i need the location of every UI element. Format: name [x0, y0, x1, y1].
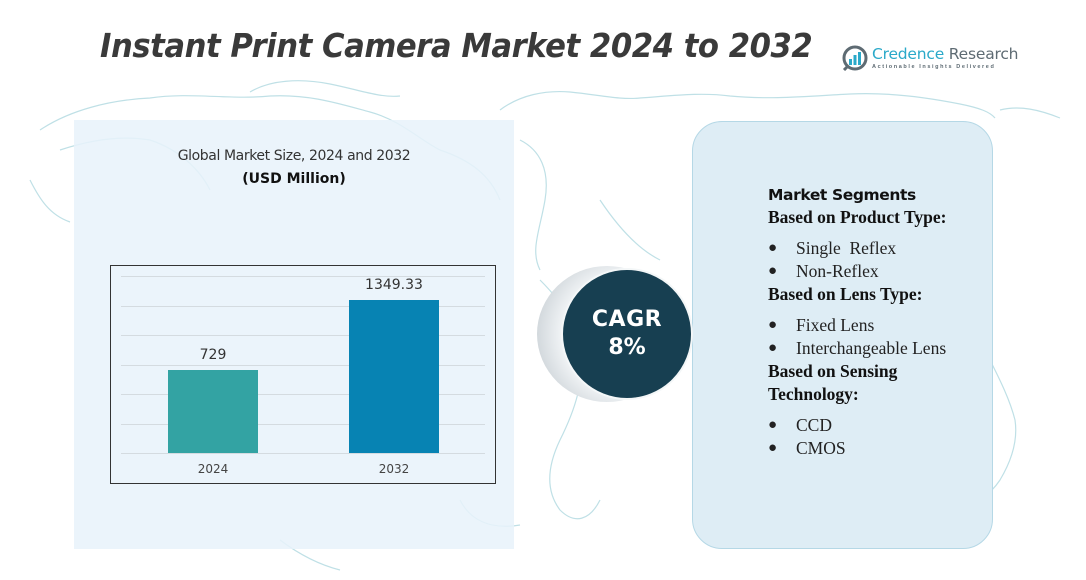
bullet-icon: ● [768, 317, 778, 333]
bullet-icon: ● [768, 340, 778, 356]
cagr-value: 8% [608, 335, 646, 360]
segment-group-title: Based on Product Type: [768, 207, 947, 227]
segment-item-label: CCD [796, 415, 832, 435]
logo-tagline: Actionable Insights Delivered [872, 64, 996, 70]
bullet-icon: ● [768, 417, 778, 433]
segment-group-title: Based on Sensing Technology: [768, 361, 898, 404]
segment-item-label: Non-Reflex [796, 261, 879, 281]
cagr-label: CAGR [591, 307, 663, 332]
logo-name-primary: Credence [872, 45, 945, 63]
segment-item: ● Single Reflex [768, 237, 988, 260]
bullet-icon: ● [768, 263, 778, 279]
segment-group-title: Based on Lens Type: [768, 284, 923, 304]
gridline [121, 394, 485, 395]
page-title: Instant Print Camera Market 2024 to 2032 [100, 26, 813, 65]
credence-research-logo[interactable]: Credence Research Actionable Insights De… [842, 45, 1018, 71]
logo-name-secondary: Research [948, 45, 1019, 63]
segment-item: ● CMOS [768, 437, 988, 460]
x-axis-label: 2024 [197, 462, 229, 476]
segments-header: Market Segments [768, 186, 916, 204]
gridline [121, 335, 485, 336]
bar-2032 [349, 299, 439, 453]
chart-title: Global Market Size, 2024 and 2032 [177, 148, 411, 164]
gridline [121, 453, 485, 454]
segment-item: ● CCD [768, 414, 988, 437]
segment-item-label: CMOS [796, 438, 846, 458]
segment-item-label: Fixed Lens [796, 315, 875, 335]
bullet-icon: ● [768, 240, 778, 256]
bar-value-label: 729 [199, 347, 227, 364]
segment-item: ● Interchangeable Lens [768, 337, 988, 360]
segment-item-label: Interchangeable Lens [796, 338, 947, 358]
bar-2024 [168, 370, 258, 453]
market-segments-panel [692, 121, 993, 549]
segment-list: ● Fixed Lens ● Interchangeable Lens [768, 314, 988, 360]
segment-item-label: Single Reflex [796, 238, 897, 258]
x-axis-label: 2032 [378, 462, 410, 476]
bullet-icon: ● [768, 440, 778, 456]
market-size-panel [74, 120, 514, 549]
bar-value-label: 1349.33 [365, 276, 423, 293]
bar-chart-magnifier-icon [842, 45, 868, 71]
segment-list: ● CCD ● CMOS [768, 414, 988, 460]
gridline [121, 423, 485, 425]
gridline [121, 305, 485, 307]
segment-item: ● Fixed Lens [768, 314, 988, 337]
segment-list: ● Single Reflex ● Non-Reflex [768, 237, 988, 283]
cagr-badge: CAGR 8% [561, 268, 693, 400]
gridline [121, 276, 485, 277]
gridline [121, 364, 485, 366]
chart-unit: (USD Million) [242, 171, 346, 187]
market-segments-list: Market Segments Based on Product Type: ● S… [768, 184, 988, 460]
bar-chart: 729 2024 1349.33 2032 [110, 265, 496, 484]
segment-item: ● Non-Reflex [768, 260, 988, 283]
